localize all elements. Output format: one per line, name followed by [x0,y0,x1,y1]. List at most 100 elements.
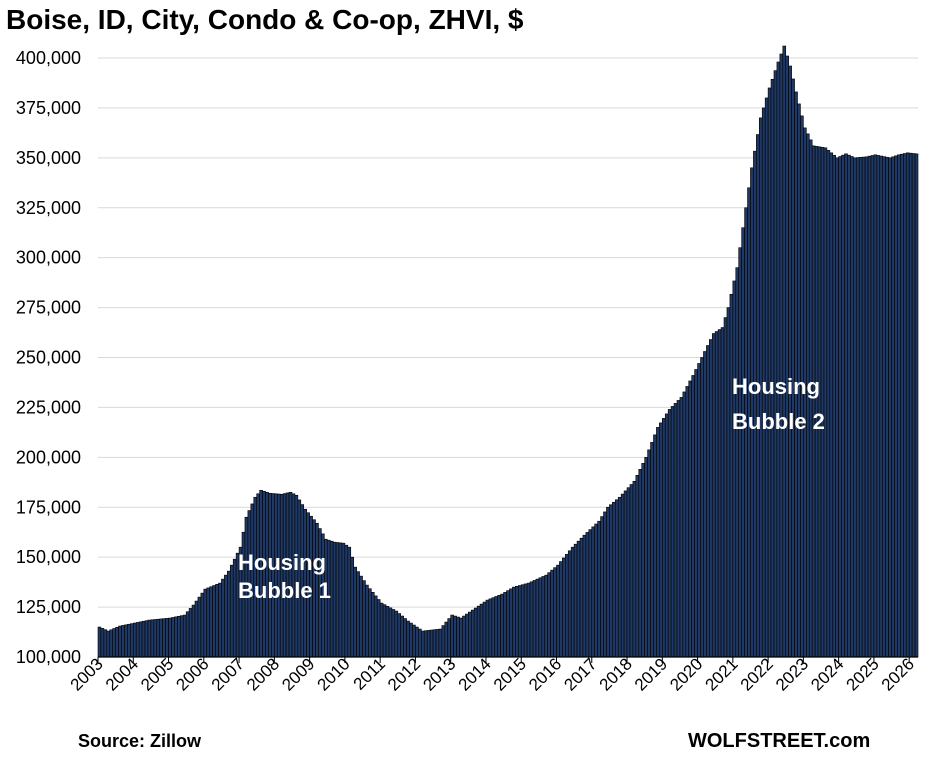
bar [515,586,519,658]
bar [832,155,837,658]
bar [400,615,404,658]
bar [268,492,272,658]
bar [423,630,428,658]
bar [844,153,848,658]
bar [855,157,860,658]
bar [820,147,825,658]
bar [121,625,125,658]
bar [465,613,469,658]
bar [782,45,787,658]
y-tick-label: 200,000 [16,447,81,467]
bar [394,610,399,658]
y-tick-label: 275,000 [16,298,81,318]
bar [585,532,590,658]
bar [538,577,543,658]
bar [600,516,604,658]
source-note: Source: Zillow [78,731,202,751]
bar [215,584,219,658]
bar [335,542,340,658]
bar [385,605,390,658]
y-tick-label: 375,000 [16,98,81,118]
bar [371,592,375,658]
bar [473,607,478,658]
bar [429,629,434,658]
bar [291,493,296,658]
bar [362,580,366,658]
bar [185,611,190,658]
bar [165,618,169,658]
y-axis-labels: 100,000 125,000 150,000 175,000 200,000 225,0… [16,48,81,667]
bar [829,152,834,658]
bar [853,157,857,658]
bar [191,604,196,658]
x-tick-label: 2004 [102,654,142,694]
bar [341,542,346,658]
bar [641,463,645,658]
bar [462,615,466,658]
bar [100,628,105,658]
x-tick-label: 2011 [350,654,389,693]
bar [135,622,140,658]
bar [700,357,704,658]
bar [227,570,231,658]
bar [426,630,431,658]
bar [770,79,775,658]
x-tick-label: 2008 [243,654,283,694]
bar [902,153,907,658]
bar [159,618,163,658]
bar [826,150,831,658]
bar [556,564,560,658]
bar [659,422,663,658]
bar [482,601,487,658]
bar [456,616,460,658]
bar [520,584,525,658]
bar [347,546,352,658]
bar [294,494,299,658]
bar [368,588,372,658]
bar [688,380,692,658]
bar [229,564,234,658]
x-tick-label: 2013 [419,654,459,694]
bar [453,615,457,658]
bar [670,406,675,658]
bar [141,620,146,658]
bar [785,55,789,658]
bar [773,70,778,658]
bar [544,574,548,658]
y-tick-label: 250,000 [16,348,81,368]
bar [138,621,143,658]
bar [667,409,672,658]
bar [418,628,422,658]
bar [647,449,651,658]
bar [741,227,745,658]
bar [118,625,122,658]
bar [491,597,496,658]
bar [582,534,587,658]
bar [779,53,784,658]
bar [97,626,102,658]
bar [388,607,393,658]
bar [653,434,657,658]
x-tick-label: 2024 [807,654,847,694]
bar [517,585,522,658]
bar [106,630,111,658]
bar [879,155,884,658]
bar [617,496,622,658]
bar [685,386,690,658]
x-tick-label: 2019 [631,654,671,694]
y-tick-label: 300,000 [16,248,81,268]
bar [506,590,510,658]
bar [174,616,178,658]
bar [867,155,872,658]
bar [156,618,161,658]
bar [591,526,596,658]
bar [282,493,287,658]
bar [150,619,155,658]
bar [415,626,419,658]
bar [550,569,554,658]
bar [127,623,131,658]
x-tick-label: 2020 [666,654,706,694]
bar [232,558,237,658]
y-tick-label: 175,000 [16,497,81,517]
bar [644,457,648,658]
